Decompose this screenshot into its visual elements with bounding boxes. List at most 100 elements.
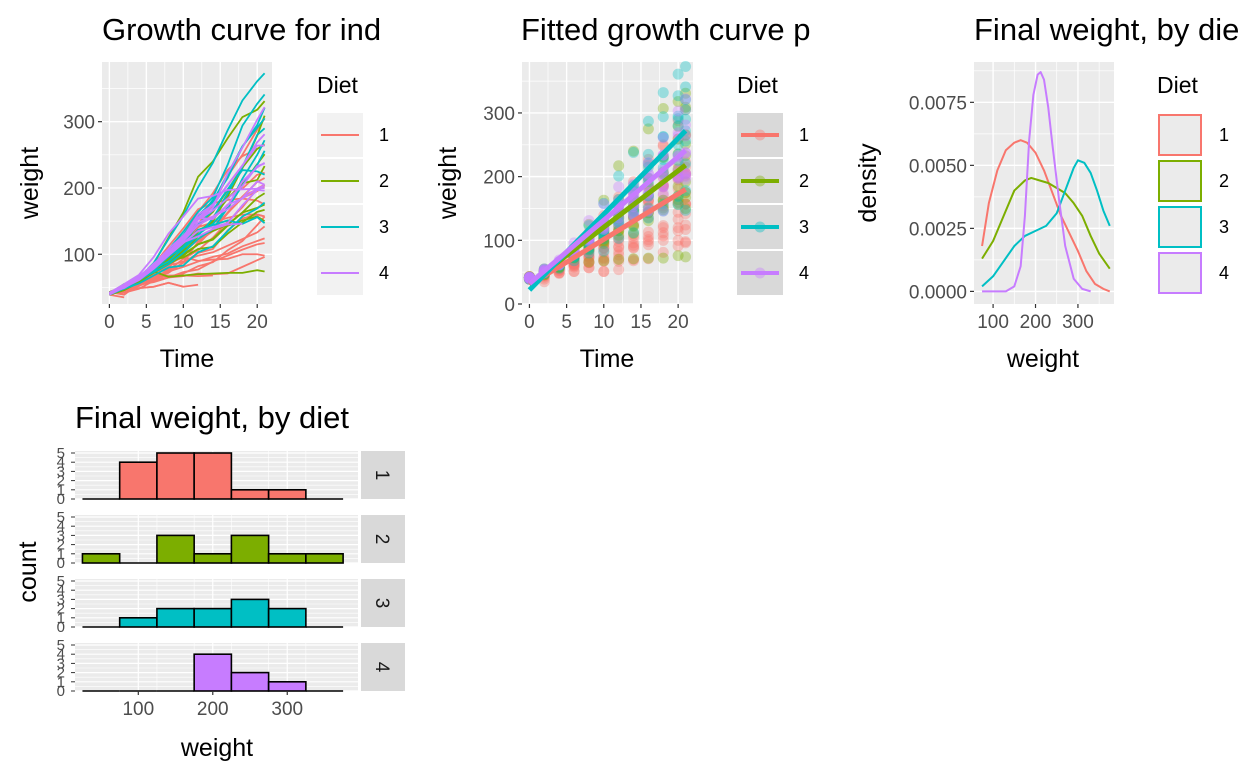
y-tick-label: 100 [483, 231, 515, 252]
scatter-point-diet-1 [568, 266, 580, 278]
scatter-point-diet-2 [680, 251, 692, 263]
scatter-point-diet-1 [680, 208, 692, 220]
scatter-point-diet-1 [583, 257, 595, 269]
legend-key-box [1158, 252, 1202, 294]
scatter-point-diet-1 [613, 246, 625, 258]
fitted-gridlines [522, 62, 693, 305]
y-tick-label: 100 [63, 245, 95, 266]
histogram-bar-diet-3 [230, 598, 270, 628]
density-y-ticks: 0.0000 0.0025 0.0050 0.0075 [909, 93, 974, 303]
scatter-point-diet-1 [598, 266, 610, 278]
growth-chart-title: Growth curve for ind [102, 12, 381, 47]
histogram-bar-diet-4 [230, 671, 270, 692]
scatter-point-diet-1 [657, 246, 669, 258]
y-tick-label: 1 [57, 482, 65, 499]
facet-strip-label: 1 [371, 470, 392, 481]
scatter-point-diet-1 [628, 232, 640, 244]
y-tick-label: 2 [57, 665, 65, 682]
scatter-point-diet-1 [672, 196, 684, 208]
legend-key-point [754, 129, 766, 141]
y-tick-label: 3 [57, 591, 65, 608]
fitted-line-diet-1 [528, 187, 687, 288]
fitted-legend: Diet 1 2 3 4 [737, 72, 809, 295]
x-tick-label: 300 [1062, 312, 1094, 333]
y-tick-label: 5 [57, 509, 65, 526]
scatter-point-diet-1 [613, 241, 625, 253]
scatter-point-diet-1 [598, 243, 610, 255]
histogram-bar-diet-3 [267, 607, 307, 628]
scatter-point-diet-1 [598, 252, 610, 264]
scatter-point-diet-2 [672, 250, 684, 262]
y-tick-label: 0.0025 [909, 219, 967, 240]
x-tick-label: 300 [271, 699, 303, 720]
scatter-point-diet-2 [642, 252, 654, 264]
density-curve-diet-2 [981, 176, 1111, 270]
histogram-bar-diet-3 [118, 616, 158, 628]
histogram-bar-diet-1 [267, 488, 307, 500]
scatter-point-diet-1 [613, 236, 625, 248]
scatter-point-diet-3 [628, 146, 640, 158]
y-tick-label: 0.0050 [909, 156, 967, 177]
scatter-point-diet-3 [680, 94, 692, 106]
y-tick-label: 0 [57, 491, 65, 508]
scatter-point-diet-1 [583, 252, 595, 264]
scatter-point-diet-1 [628, 239, 640, 251]
scatter-point-diet-4 [680, 93, 692, 105]
scatter-point-diet-2 [680, 176, 692, 188]
fitted-legend-title: Diet [737, 72, 779, 98]
scatter-point-diet-3 [642, 148, 654, 160]
legend-label: 4 [1219, 263, 1229, 283]
scatter-point-diet-2 [613, 253, 625, 265]
scatter-point-diet-1 [672, 196, 684, 208]
y-tick-label: 0 [57, 683, 65, 700]
x-tick-label: 200 [197, 699, 229, 720]
legend-label: 3 [379, 217, 389, 237]
scatter-point-diet-4 [672, 105, 684, 117]
y-tick-label: 3 [57, 655, 65, 672]
density-gridlines [974, 62, 1114, 304]
fitted-line-diet-4 [527, 148, 688, 286]
growth-x-ticks: 0 5 10 15 20 [104, 304, 268, 333]
y-tick-label: 200 [63, 179, 95, 200]
scatter-point-diet-3 [657, 131, 669, 143]
scatter-point-diet-3 [613, 232, 625, 244]
density-x-axis-label: weight [1006, 345, 1079, 373]
scatter-point-diet-1 [680, 237, 692, 249]
scatter-point-diet-1 [583, 262, 595, 274]
scatter-point-diet-3 [672, 68, 684, 80]
scatter-point-diet-1 [568, 261, 580, 273]
histogram-bar-diet-2 [193, 552, 233, 564]
scatter-point-diet-2 [642, 123, 654, 135]
scatter-point-diet-1 [598, 242, 610, 254]
growth-series-lines [108, 72, 266, 299]
y-tick-label: 5 [57, 637, 65, 654]
y-tick-label: 1 [57, 674, 65, 691]
scatter-point-diet-1 [657, 189, 669, 201]
scatter-point-diet-3 [680, 113, 692, 125]
scatter-point-diet-1 [598, 253, 610, 265]
x-tick-label: 100 [977, 312, 1009, 333]
scatter-point-diet-1 [628, 253, 640, 265]
scatter-point-diet-2 [628, 145, 640, 157]
scatter-point-diet-1 [680, 219, 692, 231]
series-line-diet-4 [108, 144, 265, 295]
histogram-x-axis-label: weight [180, 734, 253, 762]
series-line-diet-1 [109, 293, 125, 299]
scatter-point-diet-1 [680, 198, 692, 210]
series-line-diet-2 [109, 215, 266, 294]
scatter-point-diet-1 [680, 198, 692, 210]
histogram-bar-diet-1 [230, 488, 270, 500]
density-y-axis-label: density [854, 143, 882, 223]
y-tick-label: 0 [504, 295, 515, 316]
scatter-point-diet-1 [672, 225, 684, 237]
y-tick-label: 300 [483, 104, 515, 125]
scatter-point-diet-1 [657, 222, 669, 234]
scatter-point-diet-4 [657, 187, 669, 199]
scatter-point-diet-1 [672, 234, 684, 246]
y-tick-label: 2 [57, 537, 65, 554]
scatter-point-diet-3 [672, 110, 684, 122]
fitted-y-axis-label: weight [434, 147, 462, 220]
legend-label: 1 [799, 125, 809, 145]
legend-label: 3 [799, 217, 809, 237]
